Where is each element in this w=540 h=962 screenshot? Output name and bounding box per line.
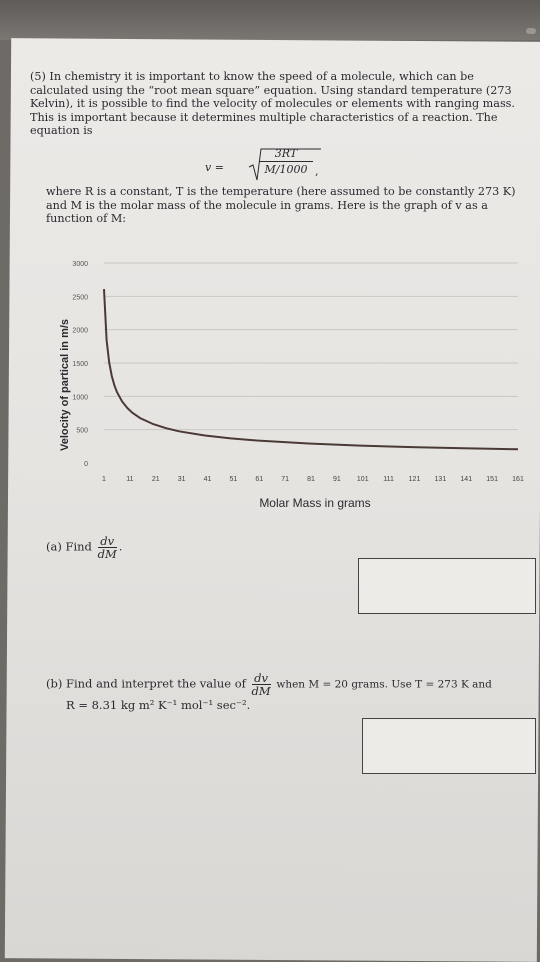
part-a: (a) Find dv dM . bbox=[46, 535, 122, 560]
x-tick-label: 91 bbox=[333, 476, 341, 483]
x-axis-label: Molar Mass in grams bbox=[259, 496, 370, 510]
y-tick-label: 1500 bbox=[72, 361, 88, 368]
answer-box-b[interactable] bbox=[362, 718, 536, 774]
problem-intro: (5) In chemistry it is important to know… bbox=[30, 70, 520, 138]
x-tick-label: 81 bbox=[307, 476, 315, 483]
x-tick-label: 141 bbox=[460, 476, 472, 483]
part-a-label: (a) Find bbox=[46, 539, 92, 554]
y-tick-label: 1000 bbox=[72, 394, 88, 401]
velocity-curve bbox=[103, 289, 519, 451]
formula-denominator: M/1000 bbox=[264, 163, 308, 176]
paper-corner bbox=[526, 28, 536, 34]
x-tick-label: 121 bbox=[409, 476, 421, 483]
part-b-derivative: dv dM bbox=[251, 671, 271, 698]
formula-numerator: 3RT bbox=[274, 147, 298, 160]
y-tick-label: 500 bbox=[76, 428, 88, 435]
x-tick-label: 161 bbox=[512, 476, 524, 483]
y-tick-label: 2000 bbox=[72, 328, 88, 335]
part-b-denominator: dM bbox=[251, 684, 271, 698]
x-tick-label: 11 bbox=[126, 476, 133, 483]
part-b: (b) Find and interpret the value of dv d… bbox=[46, 672, 536, 714]
y-tick-label: 3000 bbox=[72, 261, 88, 268]
formula-explanation: where R is a constant, T is the temperat… bbox=[46, 185, 516, 226]
part-a-derivative: dv dM bbox=[97, 534, 117, 561]
part-a-end: . bbox=[118, 539, 123, 554]
x-tick-label: 31 bbox=[178, 476, 186, 483]
x-tick-label: 41 bbox=[204, 476, 212, 483]
y-axis-label: Velocity of partical in m/s bbox=[59, 319, 71, 451]
x-tick-label: 61 bbox=[255, 476, 263, 483]
x-tick-label: 1 bbox=[102, 476, 106, 483]
answer-box-a[interactable] bbox=[358, 558, 536, 614]
part-a-numerator: dv bbox=[100, 534, 115, 548]
part-a-denominator: dM bbox=[97, 547, 117, 561]
part-b-label: (b) Find and interpret the value of bbox=[46, 676, 246, 691]
problem-intro-text: In chemistry it is important to know the… bbox=[30, 70, 515, 138]
y-tick-label: 0 bbox=[84, 461, 88, 468]
x-tick-label: 111 bbox=[383, 476, 394, 483]
part-b-condition: when M = 20 grams. Use T = 273 K and bbox=[276, 678, 492, 691]
x-tick-label: 101 bbox=[357, 476, 369, 483]
x-tick-label: 51 bbox=[229, 476, 237, 483]
velocity-chart: Velocity of partical in m/s Molar Mass i… bbox=[59, 261, 524, 510]
x-tick-label: 131 bbox=[435, 476, 447, 483]
problem-number: (5) bbox=[30, 70, 46, 83]
background-shadow bbox=[0, 0, 540, 40]
part-b-numerator: dv bbox=[254, 671, 269, 685]
x-tick-label: 21 bbox=[152, 476, 160, 483]
formula-fraction: 3RT M/1000 bbox=[259, 147, 313, 176]
y-tick-label: 2500 bbox=[72, 294, 88, 301]
x-tick-label: 151 bbox=[486, 476, 498, 483]
x-tick-label: 71 bbox=[281, 476, 289, 483]
formula-comma: , bbox=[315, 165, 319, 178]
sqrt-symbol bbox=[248, 148, 321, 181]
part-b-constants: R = 8.31 kg m² K⁻¹ mol⁻¹ sec⁻². bbox=[66, 698, 251, 712]
formula-lhs: v = bbox=[205, 161, 224, 174]
